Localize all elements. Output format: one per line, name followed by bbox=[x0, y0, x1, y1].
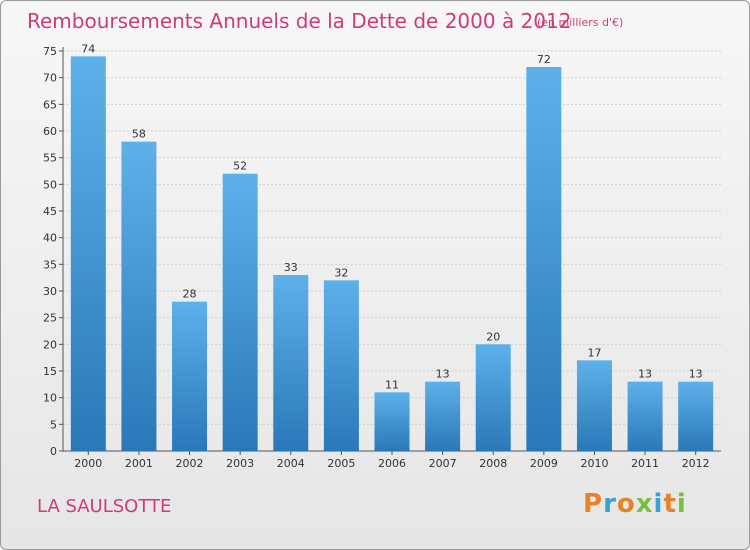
y-tick-label: 25 bbox=[43, 312, 57, 325]
x-tick-label-2010: 2010 bbox=[580, 457, 608, 470]
proxiti-logo: Proxiti bbox=[583, 489, 687, 519]
data-label-2000: 74 bbox=[81, 42, 95, 55]
y-tick-label: 70 bbox=[43, 72, 57, 85]
bar-2003 bbox=[222, 173, 258, 451]
y-tick-label: 65 bbox=[43, 98, 57, 111]
data-label-2003: 52 bbox=[233, 160, 247, 173]
data-label-2005: 32 bbox=[334, 266, 348, 279]
logo-letter: i bbox=[653, 489, 664, 519]
y-tick-label: 75 bbox=[43, 45, 57, 58]
x-tick-label-2004: 2004 bbox=[277, 457, 305, 470]
data-label-2002: 28 bbox=[183, 288, 197, 301]
data-label-2012: 13 bbox=[689, 368, 703, 381]
bar-2008 bbox=[475, 344, 511, 451]
logo-letter: o bbox=[616, 489, 636, 519]
x-tick-label-2002: 2002 bbox=[176, 457, 204, 470]
y-tick-label: 40 bbox=[43, 232, 57, 245]
bar-2005 bbox=[323, 280, 359, 451]
bar-2006 bbox=[374, 392, 410, 451]
town-name: LA SAULSOTTE bbox=[37, 496, 172, 517]
data-label-2006: 11 bbox=[385, 378, 399, 391]
x-tick-label-2008: 2008 bbox=[479, 457, 507, 470]
bar-2011 bbox=[627, 381, 663, 451]
logo-letter: P bbox=[583, 489, 604, 519]
bar-2000 bbox=[70, 56, 106, 451]
y-tick-label: 30 bbox=[43, 285, 57, 298]
logo-letter: x bbox=[635, 489, 654, 519]
x-tick-label-2000: 2000 bbox=[74, 457, 102, 470]
data-label-2001: 58 bbox=[132, 128, 146, 141]
data-label-2007: 13 bbox=[436, 368, 450, 381]
bar-2002 bbox=[172, 301, 208, 451]
x-tick-label-2005: 2005 bbox=[327, 457, 355, 470]
x-tick-label-2011: 2011 bbox=[631, 457, 659, 470]
logo-letter: i bbox=[676, 489, 687, 519]
y-tick-label: 0 bbox=[50, 445, 57, 458]
x-tick-label-2003: 2003 bbox=[226, 457, 254, 470]
bar-2007 bbox=[425, 381, 461, 451]
logo-letter: t bbox=[663, 489, 677, 519]
y-tick-label: 55 bbox=[43, 152, 57, 165]
bar-2001 bbox=[121, 141, 157, 451]
y-tick-label: 10 bbox=[43, 392, 57, 405]
y-tick-label: 15 bbox=[43, 365, 57, 378]
data-label-2010: 17 bbox=[587, 346, 601, 359]
data-label-2011: 13 bbox=[638, 368, 652, 381]
y-tick-label: 35 bbox=[43, 258, 57, 271]
y-tick-label: 5 bbox=[50, 418, 57, 431]
bar-2004 bbox=[273, 275, 309, 451]
data-label-2004: 33 bbox=[284, 261, 298, 274]
y-tick-label: 60 bbox=[43, 125, 57, 138]
x-tick-label-2006: 2006 bbox=[378, 457, 406, 470]
bar-2012 bbox=[678, 381, 714, 451]
x-tick-label-2001: 2001 bbox=[125, 457, 153, 470]
y-tick-label: 50 bbox=[43, 178, 57, 191]
chart-title: Remboursements Annuels de la Dette de 20… bbox=[27, 9, 572, 33]
y-tick-label: 20 bbox=[43, 338, 57, 351]
data-label-2008: 20 bbox=[486, 330, 500, 343]
x-tick-label-2007: 2007 bbox=[429, 457, 457, 470]
bar-2009 bbox=[526, 67, 562, 451]
logo-letter: r bbox=[603, 489, 617, 519]
x-tick-label-2009: 2009 bbox=[530, 457, 558, 470]
chart-unit: (en milliers d'€) bbox=[537, 16, 624, 29]
x-tick-label-2012: 2012 bbox=[682, 457, 710, 470]
y-tick-label: 45 bbox=[43, 205, 57, 218]
data-label-2009: 72 bbox=[537, 53, 551, 66]
bar-2010 bbox=[576, 360, 612, 451]
